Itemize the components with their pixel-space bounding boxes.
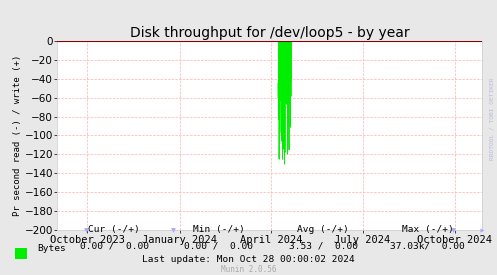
Text: Bytes: Bytes bbox=[37, 244, 66, 253]
Text: Max (-/+): Max (-/+) bbox=[402, 226, 453, 234]
Text: Avg (-/+): Avg (-/+) bbox=[297, 226, 349, 234]
Title: Disk throughput for /dev/loop5 - by year: Disk throughput for /dev/loop5 - by year bbox=[130, 26, 410, 40]
Text: Min (-/+): Min (-/+) bbox=[193, 226, 245, 234]
Text: 0.00 /  0.00: 0.00 / 0.00 bbox=[80, 242, 149, 251]
Text: 3.53 /  0.00: 3.53 / 0.00 bbox=[289, 242, 357, 251]
Y-axis label: Pr second read (-) / write (+): Pr second read (-) / write (+) bbox=[13, 55, 22, 216]
Text: Munin 2.0.56: Munin 2.0.56 bbox=[221, 265, 276, 274]
Text: RRDTOOL / TOBI OETIKER: RRDTOOL / TOBI OETIKER bbox=[490, 77, 495, 160]
Text: 0.00 /  0.00: 0.00 / 0.00 bbox=[184, 242, 253, 251]
Text: 37.03k/  0.00: 37.03k/ 0.00 bbox=[390, 242, 465, 251]
Text: Last update: Mon Oct 28 00:00:02 2024: Last update: Mon Oct 28 00:00:02 2024 bbox=[142, 255, 355, 264]
Text: Cur (-/+): Cur (-/+) bbox=[88, 226, 140, 234]
